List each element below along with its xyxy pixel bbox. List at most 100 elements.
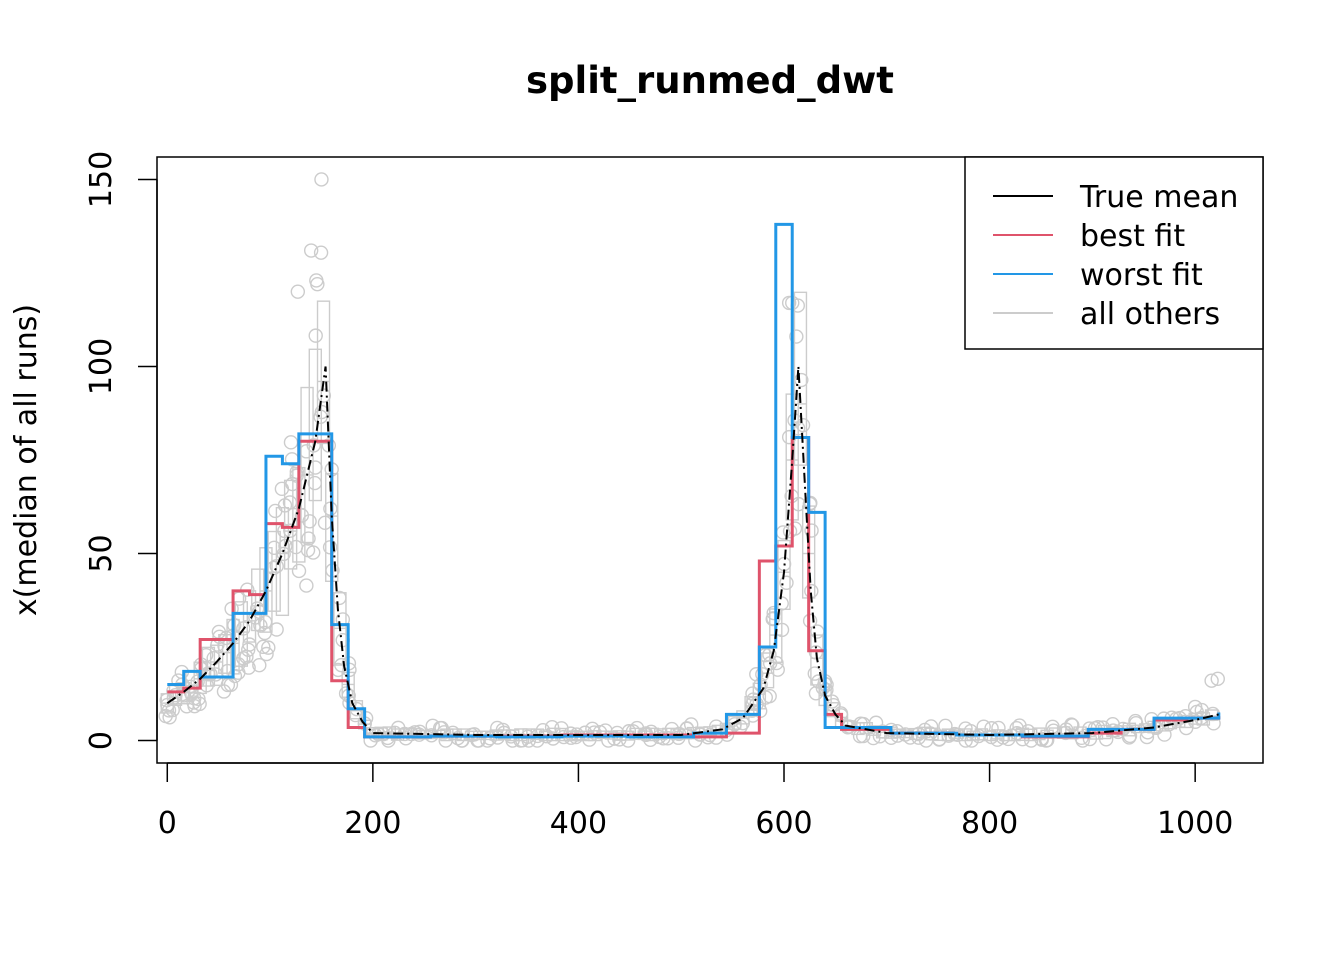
- other-box: [283, 479, 298, 570]
- x-tick-label: 600: [755, 806, 812, 841]
- other-point: [308, 328, 323, 343]
- other-point: [795, 417, 811, 433]
- other-point: [1187, 699, 1203, 715]
- other-point: [299, 578, 314, 593]
- other-point: [317, 515, 333, 531]
- other-point: [310, 276, 325, 292]
- other-point: [1128, 713, 1143, 729]
- other-point: [755, 667, 770, 682]
- other-point: [306, 545, 321, 560]
- other-point: [779, 575, 794, 590]
- other-point: [252, 658, 267, 673]
- other-point: [313, 245, 329, 260]
- other-point: [256, 639, 271, 655]
- axes-layer: 0 200 400 600 800 1000 0 50 100 150: [84, 151, 1233, 841]
- legend: True mean best fit worst fit all others: [964, 156, 1264, 350]
- other-box: [316, 300, 331, 445]
- other-point: [1204, 673, 1219, 688]
- other-point: [303, 243, 319, 258]
- series-layer: [166, 222, 1221, 739]
- other-point: [302, 514, 317, 529]
- other-point: [321, 438, 337, 453]
- x-tick-label: 0: [158, 806, 177, 841]
- other-point: [290, 284, 306, 299]
- other-point: [782, 524, 798, 539]
- other-point: [445, 725, 461, 741]
- other-point: [643, 724, 659, 740]
- other-box: [300, 386, 314, 544]
- other-point: [496, 725, 512, 741]
- other-point: [192, 696, 207, 712]
- y-tick-label: 100: [84, 338, 119, 395]
- x-tick-label: 200: [344, 806, 401, 841]
- other-box: [251, 568, 265, 632]
- other-point: [544, 720, 560, 735]
- other-point: [436, 725, 452, 740]
- other-point: [301, 531, 316, 546]
- other-point: [808, 645, 824, 660]
- other-point: [770, 662, 785, 677]
- other-point: [257, 614, 273, 630]
- other-point: [322, 540, 338, 555]
- other-point: [789, 329, 804, 344]
- legend-label: best fit: [1080, 219, 1185, 254]
- other-point: [276, 546, 291, 562]
- x-tick-label: 1000: [1157, 806, 1233, 841]
- true-mean-line: [166, 366, 1220, 736]
- other-point: [261, 640, 276, 655]
- other-box: [760, 652, 775, 689]
- worst-fit-line: [167, 222, 1221, 739]
- other-point: [683, 717, 699, 732]
- other-point: [1157, 727, 1172, 742]
- other-point: [545, 731, 561, 746]
- other-point: [165, 702, 180, 718]
- other-point: [794, 372, 809, 388]
- other-point: [307, 475, 322, 491]
- other-point: [810, 624, 825, 639]
- chart-title: split_runmed_dwt: [526, 59, 894, 102]
- x-tick-label: 400: [550, 806, 607, 841]
- other-point: [749, 667, 764, 682]
- other-point: [963, 724, 978, 739]
- other-point: [283, 435, 299, 450]
- other-box: [308, 348, 322, 502]
- other-point: [269, 622, 284, 637]
- other-point: [250, 601, 265, 616]
- other-point: [804, 523, 819, 538]
- other-point: [278, 538, 293, 554]
- other-point: [191, 691, 206, 707]
- y-tick-label: 50: [84, 534, 119, 572]
- other-point: [283, 523, 298, 538]
- x-tick-label: 800: [961, 806, 1018, 841]
- other-box: [201, 646, 216, 687]
- other-point: [338, 686, 354, 701]
- other-point: [787, 521, 803, 536]
- other-point: [168, 688, 183, 703]
- legend-label: worst fit: [1080, 258, 1203, 293]
- legend-box: [964, 156, 1264, 350]
- other-point: [289, 464, 305, 480]
- other-box: [390, 728, 405, 741]
- other-point: [306, 438, 321, 453]
- other-point: [239, 649, 254, 665]
- legend-label: True mean: [1079, 180, 1238, 215]
- other-point: [241, 642, 256, 657]
- y-axis-label: x(median of all runs): [9, 304, 44, 616]
- other-point: [1210, 671, 1225, 687]
- y-tick-label: 0: [84, 731, 119, 750]
- other-point: [316, 388, 332, 403]
- other-box: [736, 710, 750, 725]
- other-point: [765, 611, 780, 627]
- other-point: [762, 688, 777, 704]
- other-point: [609, 725, 625, 741]
- other-point: [268, 503, 283, 519]
- other-point: [291, 563, 307, 579]
- other-box: [209, 644, 224, 687]
- y-tick-label: 150: [84, 151, 119, 208]
- best-fit-line: [167, 436, 1221, 739]
- other-box: [275, 506, 290, 617]
- other-point: [282, 495, 298, 510]
- legend-label: all others: [1080, 297, 1220, 332]
- other-point: [1015, 731, 1030, 747]
